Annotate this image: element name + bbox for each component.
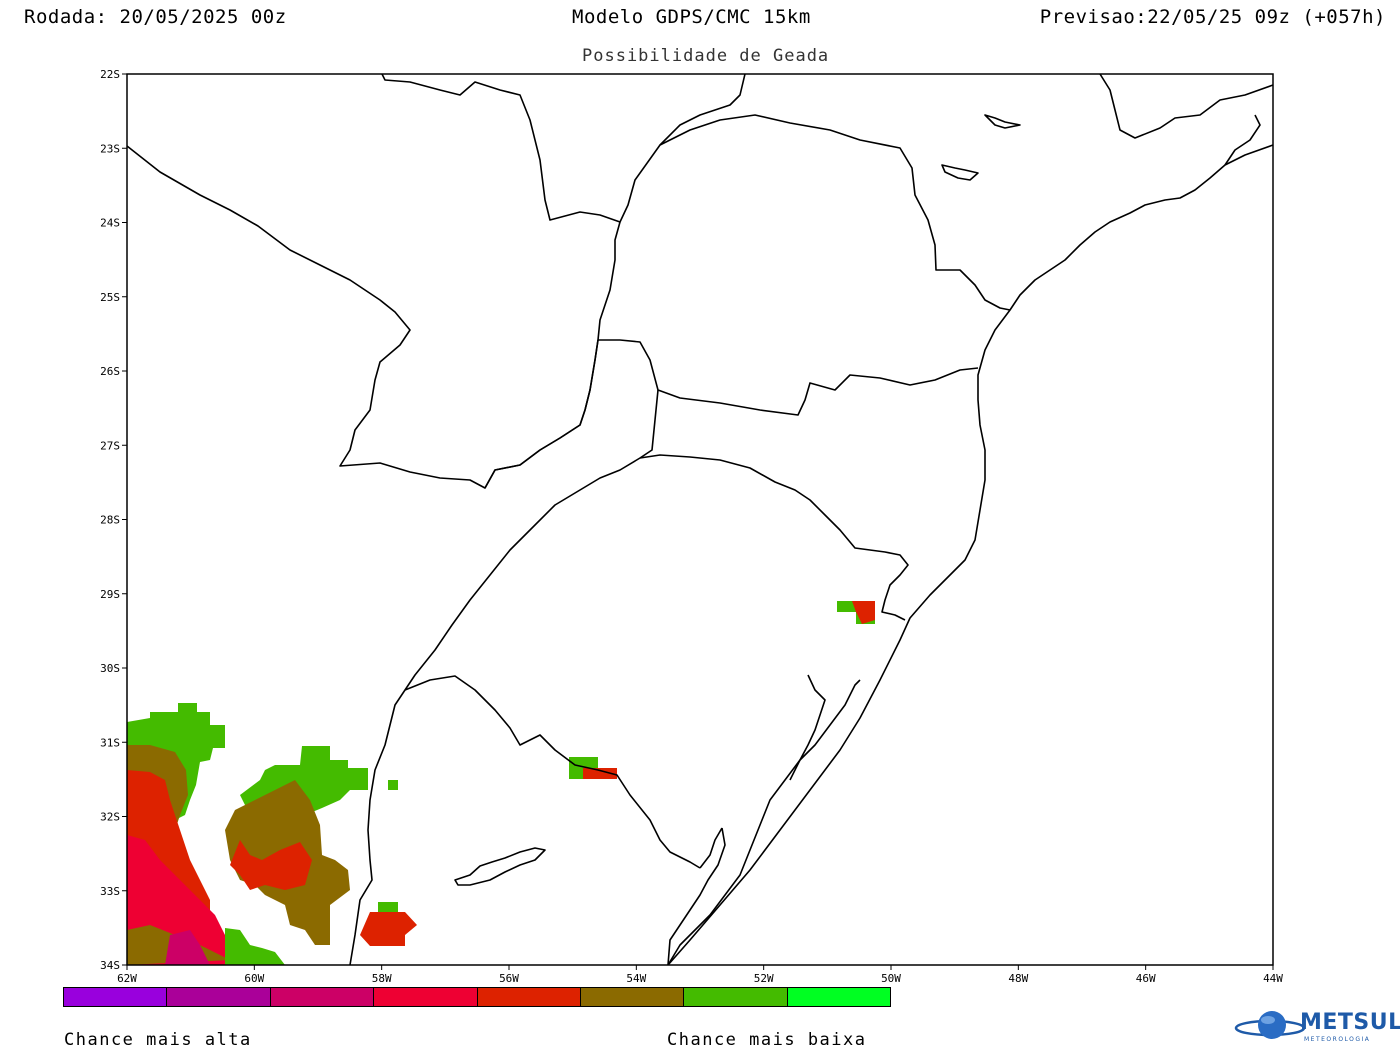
legend-swatch <box>580 988 685 1006</box>
lat-tick-label: 31S <box>100 736 120 749</box>
frost-area-green-2 <box>225 928 285 965</box>
globe-icon <box>1234 1011 1306 1039</box>
frost-area-red-6 <box>852 601 875 624</box>
logo-text: METSUL <box>1300 1010 1400 1035</box>
frost-area-magenta <box>165 930 210 965</box>
legend-swatch <box>477 988 581 1006</box>
lon-tick-label: 46W <box>1136 972 1156 985</box>
legend-high-label: Chance mais alta <box>64 1030 252 1050</box>
metsul-logo <box>1234 1011 1306 1039</box>
lat-tick-label: 32S <box>100 811 120 824</box>
lon-tick-label: 60W <box>244 972 264 985</box>
lon-tick-label: 44W <box>1263 972 1283 985</box>
legend-swatch <box>374 988 478 1006</box>
legend-swatch <box>64 988 168 1006</box>
lat-tick-label: 22S <box>100 68 120 81</box>
longitude-axis: 62W 60W 58W 56W 54W 52W 50W 48W 46W 44W <box>117 965 1283 985</box>
lon-tick-label: 52W <box>754 972 774 985</box>
political-borders <box>127 74 1273 965</box>
frost-area-green-4 <box>388 780 398 790</box>
lat-tick-label: 27S <box>100 439 120 452</box>
lon-tick-label: 62W <box>117 972 137 985</box>
lon-tick-label: 50W <box>881 972 901 985</box>
latitude-axis: 22S 23S 24S 25S 26S 27S 28S 29S 30S 31S 32S 33S 34S <box>100 68 127 972</box>
lon-tick-label: 54W <box>626 972 646 985</box>
lon-tick-label: 56W <box>499 972 519 985</box>
lat-tick-label: 30S <box>100 662 120 675</box>
lat-tick-label: 34S <box>100 959 120 972</box>
frost-area-red-3 <box>230 840 312 890</box>
forecast-time-label: Previsao:22/05/25 09z (+057h) <box>1039 6 1386 28</box>
legend-low-label: Chance mais baixa <box>667 1030 867 1050</box>
legend-swatch <box>270 988 375 1006</box>
lat-tick-label: 24S <box>100 217 120 230</box>
frost-area-red-5 <box>583 768 617 779</box>
logo-subtext: METEOROLOGIA <box>1304 1036 1371 1043</box>
map-subtitle: Possibilidade de Geada <box>582 46 830 66</box>
color-legend <box>63 987 891 1007</box>
lat-tick-label: 26S <box>100 365 120 378</box>
frost-area-green-5 <box>378 902 398 912</box>
legend-swatch <box>787 988 890 1006</box>
lat-tick-label: 29S <box>100 588 120 601</box>
frost-area-red-4 <box>360 912 417 946</box>
legend-swatch <box>167 988 271 1006</box>
lat-tick-label: 33S <box>100 885 120 898</box>
lat-tick-label: 25S <box>100 291 120 304</box>
frost-probability-field <box>127 601 875 965</box>
model-name-label: Modelo GDPS/CMC 15km <box>572 6 811 28</box>
lat-tick-label: 23S <box>100 142 120 155</box>
lon-tick-label: 58W <box>372 972 392 985</box>
lat-tick-label: 28S <box>100 514 120 527</box>
legend-swatch <box>684 988 788 1006</box>
run-time-label: Rodada: 20/05/2025 00z <box>24 6 287 28</box>
lon-tick-label: 48W <box>1008 972 1028 985</box>
